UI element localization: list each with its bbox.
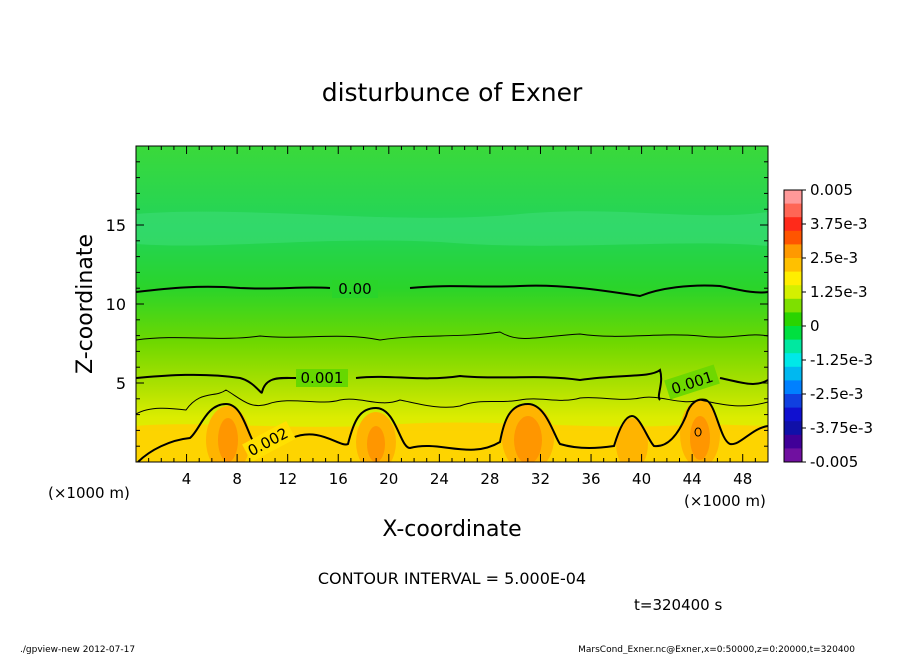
colorbar-swatch xyxy=(784,258,802,273)
x-tick-label: 20 xyxy=(379,470,398,488)
x-unit-right: (×1000 m) xyxy=(684,492,766,510)
colorbar-swatch xyxy=(784,217,802,232)
colorbar-swatch xyxy=(784,190,802,205)
x-unit-left: (×1000 m) xyxy=(48,484,130,502)
colorbar-swatch xyxy=(784,230,802,245)
contour-0.000 xyxy=(136,284,768,298)
colorbar-label: 2.5e-3 xyxy=(810,249,858,267)
contour-interval-annotation: CONTOUR INTERVAL = 5.000E-04 xyxy=(318,569,586,588)
colorbar-swatch xyxy=(784,203,802,218)
colorbar-swatch xyxy=(784,380,802,395)
colorbar-swatch xyxy=(784,326,802,341)
footer-right: MarsCond_Exner.nc@Exner,x=0:50000,z=0:20… xyxy=(578,645,855,654)
colorbar-swatch xyxy=(784,244,802,259)
x-tick-label: 8 xyxy=(232,470,242,488)
contour-0.001 xyxy=(136,368,768,401)
x-tick-label: 4 xyxy=(182,470,192,488)
colorbar-swatch xyxy=(784,271,802,286)
contour-0.0015 xyxy=(136,389,768,415)
colorbar-label: -0.005 xyxy=(810,453,858,471)
lower-band xyxy=(136,422,768,462)
contour-0.0005 xyxy=(136,331,768,341)
colorbar-swatch xyxy=(784,407,802,422)
colorbar-swatch xyxy=(784,366,802,381)
x-tick-label: 32 xyxy=(531,470,550,488)
colorbar-swatch xyxy=(784,421,802,436)
colorbar-swatch xyxy=(784,353,802,368)
y-tick-label: 5 xyxy=(116,374,126,393)
colorbar-frame xyxy=(783,189,803,463)
colorbar-label: -1.25e-3 xyxy=(810,351,873,369)
x-tick-label: 28 xyxy=(480,470,499,488)
x-tick-label: 24 xyxy=(430,470,449,488)
colorbar-swatch xyxy=(784,339,802,354)
colorbar-swatch xyxy=(784,434,802,449)
colorbar-swatch xyxy=(784,285,802,300)
y-tick-label: 15 xyxy=(106,216,126,235)
warm-bumps xyxy=(206,400,720,462)
x-tick-label: 36 xyxy=(581,470,600,488)
x-axis: 4 8 12 16 20 24 28 32 36 40 44 48 xyxy=(135,146,769,488)
x-tick-label: 12 xyxy=(278,470,297,488)
chart-title: disturbunce of Exner xyxy=(322,78,583,107)
colorbar-swatch xyxy=(784,312,802,327)
y-axis: 5 10 15 xyxy=(106,145,768,463)
upper-band xyxy=(136,211,768,246)
contour-label-0: 0.00 xyxy=(338,280,371,298)
colorbar-label: 0.005 xyxy=(810,181,853,199)
x-axis-label: X-coordinate xyxy=(382,517,521,542)
y-axis-label: Z-coordinate xyxy=(73,234,98,374)
colorbar-label: 0 xyxy=(810,317,820,335)
time-label: t=320400 s xyxy=(634,596,722,614)
colorbar-swatch xyxy=(784,448,802,463)
colorbar: 0.005 3.75e-3 2.5e-3 1.25e-3 0 -1.25e-3 -2.5e-… xyxy=(784,181,873,471)
colorbar-swatch xyxy=(784,298,802,313)
contour-lines xyxy=(136,284,768,462)
x-tick-label: 44 xyxy=(683,470,702,488)
colorbar-label: 1.25e-3 xyxy=(810,283,868,301)
contour-0.002 xyxy=(137,398,768,462)
colorbar-label: 3.75e-3 xyxy=(810,215,868,233)
colorbar-label: -3.75e-3 xyxy=(810,419,873,437)
colorbar-swatch xyxy=(784,394,802,409)
contour-field: 0.00 0.001 0.001 0.002 xyxy=(136,146,768,462)
colorbar-label: -2.5e-3 xyxy=(810,385,863,403)
field-background xyxy=(136,146,768,462)
x-tick-label: 16 xyxy=(329,470,348,488)
y-tick-label: 10 xyxy=(106,295,126,314)
x-tick-label: 48 xyxy=(733,470,752,488)
x-tick-label: 40 xyxy=(632,470,651,488)
footer-left: ./gpview-new 2012-07-17 xyxy=(20,645,135,654)
contour-label-1: 0.001 xyxy=(301,369,344,387)
contour-closed xyxy=(694,427,702,437)
